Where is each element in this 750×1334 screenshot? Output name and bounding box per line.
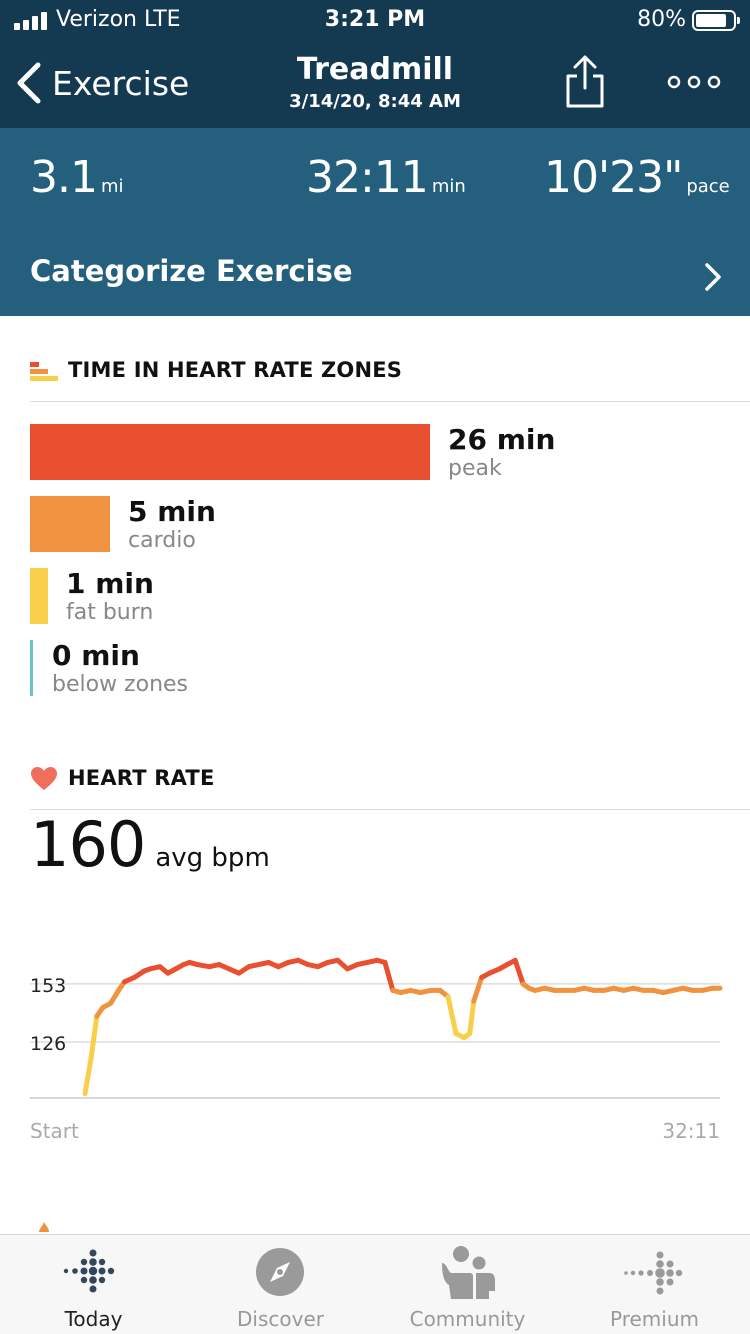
categorize-label: Categorize Exercise (30, 254, 353, 288)
zone-text: 26 min peak (448, 424, 555, 482)
avg-bpm-label: avg bpm (155, 843, 270, 873)
compass-icon (256, 1248, 304, 1296)
pace-unit: pace (686, 176, 730, 197)
hr-line-segment (445, 994, 459, 1036)
distance-unit: mi (100, 176, 124, 197)
page-title: Treadmill (296, 52, 454, 87)
back-button[interactable]: Exercise (14, 58, 189, 108)
tab-label: Community (409, 1307, 526, 1331)
zone-bar (30, 424, 430, 480)
x-tick-label: 32:11 (662, 1119, 720, 1143)
hr-line-segment (82, 1056, 94, 1097)
stats-banner: 3.1 mi 32:11 min 10'23" pace Categorize … (0, 128, 750, 316)
signal-icon (14, 12, 47, 30)
zone-name: fat burn (66, 600, 154, 625)
distance-stat: 3.1 mi (30, 152, 124, 203)
hr-line-segment (512, 957, 526, 987)
zones-section-header: TIME IN HEART RATE ZONES (30, 354, 750, 402)
flame-icon (39, 1222, 49, 1232)
tab-label: Premium (610, 1307, 699, 1331)
zone-name: peak (448, 456, 502, 481)
duration-value: 32:11 (306, 152, 429, 203)
y-tick-label: 126 (30, 1033, 66, 1055)
zone-minutes: 1 min (66, 567, 154, 600)
community-icon (442, 1246, 495, 1299)
zone-bar (30, 496, 110, 552)
categorize-exercise-row[interactable]: Categorize Exercise (0, 234, 750, 316)
distance-value: 3.1 (30, 152, 98, 203)
avg-heart-rate: 160 avg bpm (30, 808, 270, 881)
nav-bar: Exercise Treadmill 3/14/20, 8:44 AM (0, 42, 750, 128)
status-time: 3:21 PM (324, 7, 426, 32)
hr-line-segment (108, 987, 122, 1006)
hr-line-segment (88, 1013, 100, 1062)
today-dots-icon (63, 1249, 115, 1293)
y-tick-label: 153 (30, 975, 66, 997)
chevron-right-icon (705, 263, 721, 291)
zones-bars-icon (30, 362, 58, 381)
zone-text: 0 min below zones (52, 640, 188, 698)
pace-stat: 10'23" pace (544, 152, 730, 203)
heart-icon (31, 767, 57, 790)
page-subtitle: 3/14/20, 8:44 AM (289, 91, 461, 112)
tab-label: Today (64, 1307, 123, 1331)
zone-name: below zones (52, 672, 189, 697)
heart-rate-title: HEART RATE (68, 766, 215, 790)
pace-value: 10'23" (544, 152, 683, 203)
duration-unit: min (431, 176, 466, 197)
zone-text: 5 min cardio (128, 496, 216, 554)
hr-line-segment (471, 974, 485, 1004)
zone-bar (30, 640, 33, 696)
zone-minutes: 5 min (128, 495, 216, 528)
tab-community[interactable]: Community (374, 1235, 561, 1334)
battery-icon (692, 10, 740, 31)
zone-text: 1 min fat burn (66, 568, 154, 626)
more-dots-icon[interactable] (664, 70, 724, 94)
avg-bpm-value: 160 (30, 808, 146, 881)
tab-discover[interactable]: Discover (187, 1235, 374, 1334)
tab-premium[interactable]: Premium (561, 1235, 748, 1334)
chevron-left-icon (17, 62, 41, 104)
zone-minutes: 26 min (448, 423, 556, 456)
carrier-label: Verizon LTE (56, 7, 181, 32)
tab-today[interactable]: Today (0, 1235, 187, 1334)
tab-bar: Today Discover Community (0, 1234, 750, 1334)
back-label: Exercise (52, 63, 190, 103)
zones-title: TIME IN HEART RATE ZONES (68, 358, 403, 382)
zone-bar (30, 568, 48, 624)
hr-line-segment (467, 998, 477, 1036)
hr-line-segment (382, 959, 396, 993)
battery-percent: 80% (637, 7, 686, 32)
heart-rate-section-header: HEART RATE (30, 762, 750, 810)
status-bar: Verizon LTE 3:21 PM 80% (0, 0, 750, 42)
duration-stat: 32:11 min (306, 152, 466, 203)
x-tick-label: Start (30, 1119, 79, 1143)
zone-name: cardio (128, 528, 196, 553)
zone-minutes: 0 min (52, 639, 140, 672)
header: Verizon LTE 3:21 PM 80% Exercise Treadmi… (0, 0, 750, 128)
title-block: Treadmill 3/14/20, 8:44 AM (200, 52, 550, 112)
premium-dots-icon (624, 1251, 683, 1295)
tab-label: Discover (237, 1307, 324, 1331)
share-icon[interactable] (562, 54, 608, 110)
